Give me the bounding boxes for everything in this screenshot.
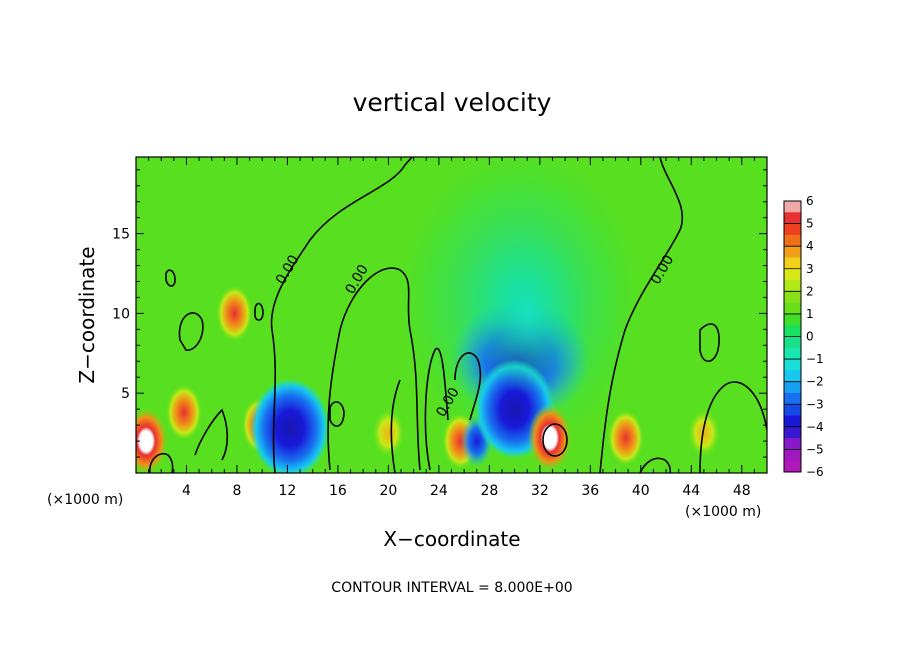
zero-contours — [149, 157, 767, 473]
colorbar-swatch — [784, 426, 801, 439]
colorbar-label: 3 — [806, 262, 814, 276]
colorbar-swatch — [784, 415, 801, 428]
updraft-cell — [165, 384, 202, 441]
zero-contour-line — [194, 408, 229, 461]
colorbar-label: 4 — [806, 239, 814, 253]
colorbar-label: −6 — [806, 465, 824, 479]
x-tick-label: 16 — [329, 483, 347, 499]
x-tick-label: 8 — [232, 483, 241, 499]
updraft-cell — [372, 409, 405, 458]
updraft-cell — [527, 403, 572, 472]
colorbar-swatch — [784, 280, 801, 292]
x-tick-label: 40 — [632, 483, 650, 499]
colorbar-label: −5 — [806, 442, 824, 456]
colorbar: 6 5 4 3 2 1 0 −1 −2 −3 −4 −5 −6 — [783, 194, 824, 479]
x-unit-left: (×1000 m) — [47, 492, 123, 508]
colorbar-swatch — [784, 392, 801, 405]
colorbar-swatch — [784, 291, 801, 304]
zero-contour-line — [327, 267, 421, 471]
downdraft-cell — [249, 378, 330, 473]
colorbar-swatch — [784, 347, 801, 360]
colorbar-swatch — [784, 268, 801, 281]
contour-interval-note: CONTOUR INTERVAL = 8.000E+00 — [331, 580, 572, 596]
colorbar-swatch — [784, 302, 801, 315]
colorbar-label: 6 — [806, 194, 814, 208]
colorbar-swatch — [784, 257, 801, 270]
colorbar-label: −4 — [806, 420, 824, 434]
colorbar-swatch — [784, 201, 801, 213]
colorbar-label: −2 — [806, 375, 824, 389]
colorbar-swatch — [784, 370, 801, 383]
x-tick-label: 20 — [379, 483, 397, 499]
x-tick-label: 24 — [430, 483, 448, 499]
colorbar-swatch — [784, 246, 801, 258]
x-tick-label: 36 — [581, 483, 599, 499]
updraft-cell — [136, 407, 169, 473]
chart-title: vertical velocity — [353, 88, 552, 117]
zero-contour-line — [699, 381, 767, 473]
zero-contour-line — [329, 401, 345, 427]
x-unit-right: (×1000 m) — [685, 504, 761, 520]
zero-contour-line — [639, 457, 672, 473]
colorbar-swatch — [784, 438, 801, 450]
colorbar-swatch — [784, 313, 801, 326]
colorbar-swatch — [784, 223, 801, 236]
x-axis-label: X−coordinate — [383, 527, 520, 551]
y-tick-label: 10 — [112, 306, 130, 322]
zero-contour-line — [149, 453, 174, 473]
zero-contour-line — [599, 157, 684, 473]
zero-contour-line — [542, 423, 568, 457]
x-tick-label: 28 — [480, 483, 498, 499]
zero-contour-line — [699, 323, 720, 363]
colorbar-swatch — [784, 381, 801, 394]
updraft-cell — [607, 409, 644, 466]
x-tick-label: 44 — [682, 483, 700, 499]
colorbar-swatch — [784, 234, 801, 247]
colorbar-swatch — [784, 404, 801, 417]
colorbar-swatch — [784, 325, 801, 337]
y-tick-label: 5 — [121, 386, 130, 402]
colorbar-label: −1 — [806, 352, 824, 366]
colorbar-label: 2 — [806, 284, 814, 298]
colorbar-label: −3 — [806, 397, 824, 411]
y-tick-label: 15 — [112, 227, 130, 243]
plot-area: 0.00 0.000.000.00 — [136, 157, 767, 473]
x-tick-label: 32 — [531, 483, 549, 499]
x-tick-label: 4 — [182, 483, 191, 499]
zero-contour-line — [454, 352, 482, 421]
x-tick-label: 12 — [279, 483, 297, 499]
updraft-cell — [687, 409, 720, 458]
colorbar-swatch — [784, 212, 801, 225]
zero-contour-line — [390, 379, 401, 473]
updraft-cell — [216, 285, 253, 342]
colorbar-swatch — [784, 359, 801, 371]
x-tick-label: 48 — [733, 483, 751, 499]
colorbar-swatch — [784, 449, 801, 462]
zero-contour-line — [254, 302, 264, 321]
colorbar-swatch — [784, 336, 801, 349]
downdraft-cell — [467, 233, 588, 394]
zero-contour-line — [165, 269, 176, 287]
colorbar-label: 5 — [806, 217, 814, 231]
zero-contour-line — [178, 312, 204, 351]
zero-contour-line — [424, 347, 449, 471]
zero-contour-line — [270, 157, 413, 473]
colorbar-swatch — [784, 460, 801, 473]
colorbar-label: 1 — [806, 307, 814, 321]
y-axis-label: Z−coordinate — [75, 246, 99, 383]
colorbar-label: 0 — [806, 330, 814, 344]
